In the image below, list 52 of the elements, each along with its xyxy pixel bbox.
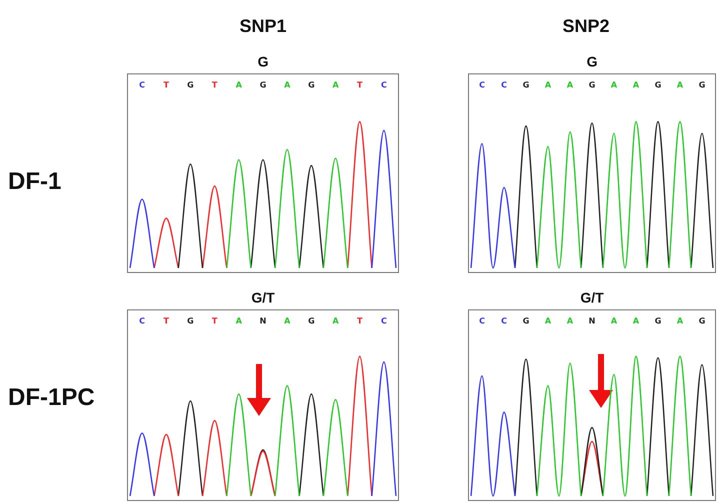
x-tick-label: A <box>236 316 243 326</box>
x-tick-label: A <box>332 80 340 90</box>
y-axis-title: DF-1 <box>8 168 62 196</box>
x-tick-label: G <box>308 80 315 90</box>
x-tick-label: T <box>212 80 218 90</box>
text: SNP1 <box>238 16 288 37</box>
chart-title: G <box>586 53 598 70</box>
x-tick-label: C <box>139 80 146 90</box>
x-tick-label: G <box>654 316 662 326</box>
x-tick-label: A <box>610 80 618 90</box>
x-tick-label: G <box>187 80 194 90</box>
x-tick-label: A <box>544 80 552 90</box>
x-tick-label: T <box>164 80 170 90</box>
x-tick-label: C <box>501 316 508 326</box>
x-tick-label: A <box>566 80 574 90</box>
x-tick-label: A <box>566 316 574 326</box>
x-tick-label: G <box>698 80 706 90</box>
x-tick-label: G <box>522 316 530 326</box>
x-tick-label: A <box>284 80 292 90</box>
x-tick-label: A <box>676 316 684 326</box>
x-tick-label: G <box>654 80 662 90</box>
x-tick-label: C <box>479 316 486 326</box>
x-tick-label: T <box>356 80 363 90</box>
x-tick-label: G <box>698 316 706 326</box>
x-tick-label: A <box>332 316 340 326</box>
x-tick-label: T <box>356 316 363 326</box>
x-tick-label: N <box>260 316 266 326</box>
x-tick-label: C <box>380 316 387 326</box>
chart-title: G/T <box>580 289 604 306</box>
x-tick-label: T <box>212 316 218 326</box>
x-tick-label: C <box>501 80 508 90</box>
x-tick-label: A <box>544 316 552 326</box>
x-tick-label: A <box>676 80 684 90</box>
x-tick-label: G <box>522 80 530 90</box>
chart-title: G <box>258 53 269 70</box>
y-axis-title: DF-1PC <box>8 384 95 412</box>
x-tick-label: G <box>260 80 266 90</box>
x-tick-label: N <box>588 316 596 326</box>
x-tick-label: T <box>164 316 170 326</box>
x-tick-label: C <box>479 80 486 90</box>
x-tick-label: C <box>139 316 146 326</box>
x-tick-label: A <box>610 316 618 326</box>
x-tick-label: A <box>284 316 292 326</box>
x-tick-label: C <box>380 80 387 90</box>
chart-title: G/T <box>251 289 276 306</box>
text: SNP2 <box>561 16 611 37</box>
x-tick-label: G <box>588 80 596 90</box>
x-tick-label: A <box>236 80 243 90</box>
x-tick-label: G <box>308 316 315 326</box>
x-tick-label: G <box>187 316 194 326</box>
x-tick-label: A <box>632 316 640 326</box>
x-tick-label: A <box>632 80 640 90</box>
